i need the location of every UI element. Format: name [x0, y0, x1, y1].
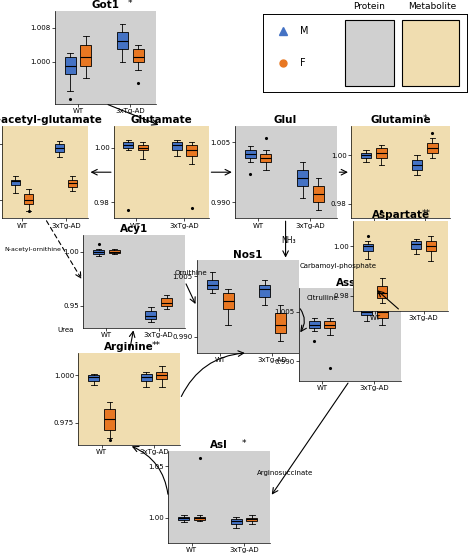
PathPatch shape — [117, 32, 128, 49]
PathPatch shape — [81, 45, 91, 66]
PathPatch shape — [64, 58, 76, 74]
PathPatch shape — [275, 312, 286, 333]
PathPatch shape — [104, 409, 115, 430]
PathPatch shape — [427, 143, 438, 153]
PathPatch shape — [88, 375, 100, 381]
PathPatch shape — [411, 241, 421, 249]
Title: Aspartate: Aspartate — [372, 211, 429, 221]
Text: **: ** — [152, 341, 161, 350]
PathPatch shape — [68, 180, 77, 187]
PathPatch shape — [133, 49, 144, 62]
Text: *: * — [242, 439, 246, 448]
PathPatch shape — [313, 186, 324, 202]
PathPatch shape — [156, 372, 167, 379]
PathPatch shape — [178, 516, 190, 520]
Text: Ornithine: Ornithine — [174, 270, 207, 276]
PathPatch shape — [11, 180, 20, 185]
Text: Carbamoyl-phosphate: Carbamoyl-phosphate — [300, 263, 377, 269]
PathPatch shape — [309, 321, 320, 328]
PathPatch shape — [161, 298, 172, 306]
PathPatch shape — [426, 241, 436, 251]
Title: Nos1: Nos1 — [233, 250, 262, 260]
PathPatch shape — [376, 148, 387, 157]
Title: Ass1: Ass1 — [336, 278, 364, 288]
PathPatch shape — [363, 244, 373, 251]
PathPatch shape — [377, 286, 387, 298]
Title: Got1: Got1 — [91, 1, 119, 11]
Text: *: * — [128, 0, 132, 8]
Text: F: F — [300, 58, 305, 68]
Title: Glutamine: Glutamine — [370, 115, 431, 125]
Text: Arginosuccinate: Arginosuccinate — [257, 470, 313, 476]
PathPatch shape — [245, 150, 256, 158]
PathPatch shape — [223, 292, 234, 309]
Text: N-acetyl-ornithine: N-acetyl-ornithine — [5, 247, 62, 251]
PathPatch shape — [55, 144, 64, 152]
PathPatch shape — [231, 519, 242, 524]
PathPatch shape — [172, 142, 182, 151]
PathPatch shape — [186, 145, 197, 156]
PathPatch shape — [194, 516, 205, 520]
PathPatch shape — [361, 153, 372, 157]
Text: M: M — [300, 26, 308, 36]
PathPatch shape — [24, 194, 33, 204]
Text: Citrulline: Citrulline — [307, 295, 338, 301]
PathPatch shape — [361, 308, 372, 315]
FancyBboxPatch shape — [345, 20, 393, 86]
PathPatch shape — [141, 374, 152, 381]
PathPatch shape — [412, 160, 422, 170]
Title: Acy1: Acy1 — [120, 225, 148, 235]
PathPatch shape — [207, 281, 218, 288]
PathPatch shape — [377, 308, 388, 318]
Title: Arginine: Arginine — [104, 342, 154, 352]
PathPatch shape — [109, 250, 120, 253]
PathPatch shape — [297, 170, 308, 186]
PathPatch shape — [325, 321, 336, 328]
PathPatch shape — [146, 311, 156, 319]
PathPatch shape — [138, 145, 148, 151]
Title: N-acetyl-glutamate: N-acetyl-glutamate — [0, 115, 102, 125]
PathPatch shape — [123, 142, 134, 148]
FancyBboxPatch shape — [401, 20, 459, 86]
Text: Urea: Urea — [57, 328, 73, 333]
Title: Asl: Asl — [210, 440, 228, 450]
Title: GluI: GluI — [274, 115, 297, 125]
PathPatch shape — [93, 250, 104, 254]
PathPatch shape — [246, 517, 257, 521]
Title: Glutamate: Glutamate — [130, 115, 192, 125]
Text: Metabolite: Metabolite — [408, 2, 456, 11]
Text: *: * — [422, 114, 427, 123]
PathPatch shape — [261, 154, 272, 162]
Text: Protein: Protein — [353, 2, 385, 11]
Text: NH₃: NH₃ — [281, 236, 295, 245]
PathPatch shape — [259, 284, 270, 297]
Text: **: ** — [421, 209, 430, 218]
